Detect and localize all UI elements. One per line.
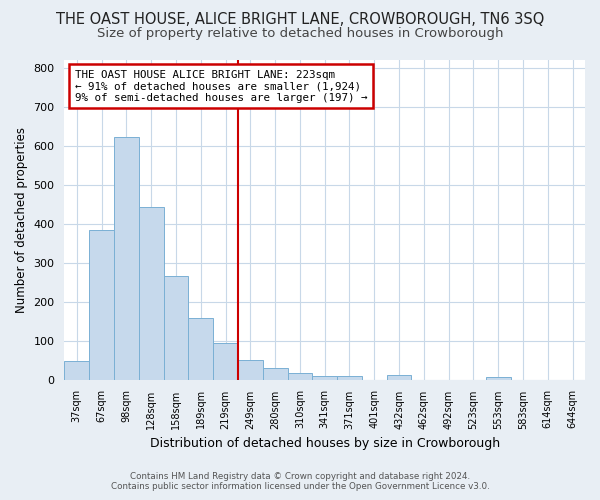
Text: Contains HM Land Registry data © Crown copyright and database right 2024.: Contains HM Land Registry data © Crown c… xyxy=(130,472,470,481)
Bar xyxy=(486,377,511,380)
Bar xyxy=(64,361,89,380)
Bar xyxy=(337,376,362,380)
Bar xyxy=(313,376,337,380)
Text: Size of property relative to detached houses in Crowborough: Size of property relative to detached ho… xyxy=(97,28,503,40)
Bar xyxy=(114,137,139,380)
Text: Contains public sector information licensed under the Open Government Licence v3: Contains public sector information licen… xyxy=(110,482,490,491)
Text: THE OAST HOUSE ALICE BRIGHT LANE: 223sqm
← 91% of detached houses are smaller (1: THE OAST HOUSE ALICE BRIGHT LANE: 223sqm… xyxy=(75,70,367,103)
Bar xyxy=(213,342,238,380)
Bar xyxy=(89,230,114,380)
Bar xyxy=(263,368,287,380)
X-axis label: Distribution of detached houses by size in Crowborough: Distribution of detached houses by size … xyxy=(149,437,500,450)
Y-axis label: Number of detached properties: Number of detached properties xyxy=(15,127,28,313)
Bar xyxy=(386,376,412,380)
Bar xyxy=(287,374,313,380)
Bar xyxy=(164,276,188,380)
Bar xyxy=(139,206,164,380)
Bar xyxy=(238,360,263,380)
Text: THE OAST HOUSE, ALICE BRIGHT LANE, CROWBOROUGH, TN6 3SQ: THE OAST HOUSE, ALICE BRIGHT LANE, CROWB… xyxy=(56,12,544,28)
Bar xyxy=(188,318,213,380)
